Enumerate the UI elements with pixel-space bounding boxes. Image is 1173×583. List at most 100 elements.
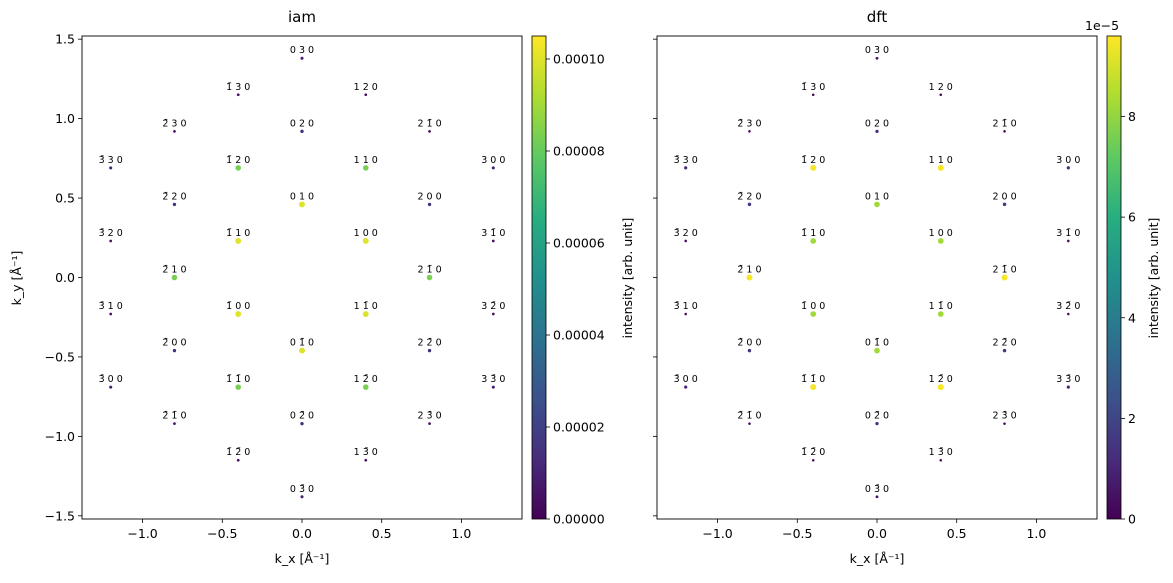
colorbar-tick-label: 6 (1128, 210, 1136, 225)
miller-index-label: 0 1 0 (290, 191, 314, 202)
diffraction-spot (746, 274, 753, 281)
diffraction-spot (684, 385, 688, 389)
diffraction-spot (875, 129, 879, 133)
miller-index-label: 1̄ 1 0 (801, 228, 825, 239)
diffraction-spot (235, 311, 242, 317)
diffraction-spot (491, 166, 495, 170)
miller-index-label: 3 1̄ 0 (481, 228, 505, 239)
diffraction-spot (748, 130, 751, 133)
miller-index-label: 3̄ 1 0 (99, 301, 123, 312)
diffraction-spot (362, 238, 369, 244)
diffraction-spot (748, 422, 751, 425)
miller-index-label: 3 1̄ 0 (1056, 228, 1080, 239)
y-tick-label: 0.5 (55, 191, 75, 206)
diffraction-spot (362, 384, 369, 390)
diffraction-spot (1066, 385, 1070, 389)
diffraction-spot (362, 165, 369, 171)
colorbar-gradient-dft (1106, 35, 1122, 520)
diffraction-spot (300, 56, 304, 60)
miller-index-label: 2 1̄ 0 (417, 265, 441, 276)
miller-index-label: 1̄ 2 0 (801, 155, 825, 166)
y-tick-label: 0.0 (55, 270, 75, 285)
miller-index-label: 1̄ 1 0 (226, 228, 250, 239)
diffraction-spot (173, 129, 176, 133)
miller-index-label: 2 0 0 (417, 191, 441, 202)
diffraction-spot (747, 348, 752, 353)
diffraction-spot (937, 238, 944, 244)
diffraction-spot (491, 239, 495, 243)
miller-index-label: 1̄ 0 0 (226, 301, 250, 312)
miller-index-label: 2 2̄ 0 (992, 338, 1016, 349)
miller-index-label: 3̄ 3 0 (99, 155, 123, 166)
miller-index-label: 0 2 0 (865, 118, 889, 129)
y-tick-label: 1.5 (55, 32, 75, 47)
colorbar-dft: 0 2 4 6 8 1e−5 intensity [arb. unit] (1085, 18, 1161, 527)
colorbar-tick-label: 8 (1128, 109, 1136, 124)
diffraction-spot (426, 274, 433, 281)
diffraction-spot (810, 238, 817, 244)
diffraction-spot (173, 422, 176, 426)
y-tick-label: −1.0 (45, 429, 75, 444)
diffraction-spot (875, 56, 879, 60)
axes-dft: −1.0 −0.5 0.0 0.5 1.0 0 3 0 1̄ 3 0 1 2 0 2̄ 3 0 0… (653, 38, 1080, 541)
diffraction-spot (747, 202, 752, 207)
diffraction-spot (939, 458, 943, 462)
x-tick-label: 0.0 (867, 526, 887, 541)
diffraction-spot (937, 384, 944, 391)
miller-index-label: 2̄ 3 0 (162, 118, 186, 129)
diffraction-spot (299, 347, 305, 354)
miller-index-label: 1 2̄ 0 (929, 374, 953, 385)
miller-index-label: 0 3̄ 0 (865, 484, 889, 495)
miller-index-label: 3̄ 3 0 (674, 155, 698, 166)
x-tick-label: 1.0 (1026, 526, 1046, 541)
miller-index-label: 0 2̄ 0 (865, 411, 889, 422)
colorbar-tick-label: 0.00006 (553, 236, 605, 251)
miller-index-label: 2 0 0 (992, 191, 1016, 202)
miller-index-label: 2 3̄ 0 (417, 411, 441, 422)
diffraction-spot (684, 166, 688, 170)
miller-index-label: 3̄ 1 0 (674, 301, 698, 312)
colorbar-label-dft: intensity [arb. unit] (1146, 218, 1161, 339)
miller-index-label: 0 1̄ 0 (290, 338, 314, 349)
miller-index-label: 3̄ 0 0 (99, 374, 123, 385)
diffraction-spot (235, 165, 242, 171)
diffraction-spot (1001, 274, 1008, 281)
colorbar-tick-label: 0.00004 (553, 328, 605, 343)
miller-index-label: 1̄ 1̄ 0 (226, 374, 250, 385)
miller-index-label: 1 0 0 (354, 228, 378, 239)
miller-index-label: 0 2̄ 0 (290, 411, 314, 422)
miller-index-label: 0 3̄ 0 (290, 484, 314, 495)
x-tick-label: 0.5 (372, 526, 392, 541)
miller-index-label: 2̄ 0 0 (162, 338, 186, 349)
diffraction-spot (364, 458, 368, 462)
miller-index-label: 1̄ 1̄ 0 (801, 374, 825, 385)
x-axis-label-dft: k_x [Å⁻¹] (850, 551, 905, 566)
diffraction-spot (1067, 312, 1070, 316)
miller-index-label: 2 2̄ 0 (417, 338, 441, 349)
diffraction-spot (362, 311, 369, 317)
diffraction-spot (1066, 166, 1070, 170)
diffraction-spot (874, 201, 880, 208)
diffraction-spot (937, 311, 944, 317)
x-tick-label: −0.5 (782, 526, 812, 541)
diffraction-spot (1067, 239, 1070, 243)
colorbar-tick-label: 0.00002 (553, 420, 605, 435)
diffraction-spot (684, 239, 687, 243)
diffraction-spot (1003, 422, 1006, 425)
colorbar-tick-label: 0.00010 (553, 52, 605, 67)
miller-index-label: 3̄ 2 0 (674, 228, 698, 239)
miller-index-label: 3 3̄ 0 (1056, 374, 1080, 385)
miller-index-label: 3 0 0 (1056, 155, 1080, 166)
miller-index-label: 1 1 0 (929, 155, 953, 166)
miller-index-label: 1 2 0 (929, 82, 953, 93)
miller-index-label: 1 1̄ 0 (929, 301, 953, 312)
x-tick-label: 1.0 (451, 526, 471, 541)
miller-index-label: 1 0 0 (929, 228, 953, 239)
colorbar-ticks-dft: 0 2 4 6 8 (1121, 109, 1136, 527)
diffraction-spot (428, 129, 431, 133)
miller-index-label: 1̄ 2̄ 0 (801, 447, 825, 458)
diffraction-spot (300, 129, 304, 134)
miller-index-label: 2 1̄ 0 (992, 118, 1016, 129)
miller-index-label: 2̄ 1 0 (162, 265, 186, 276)
